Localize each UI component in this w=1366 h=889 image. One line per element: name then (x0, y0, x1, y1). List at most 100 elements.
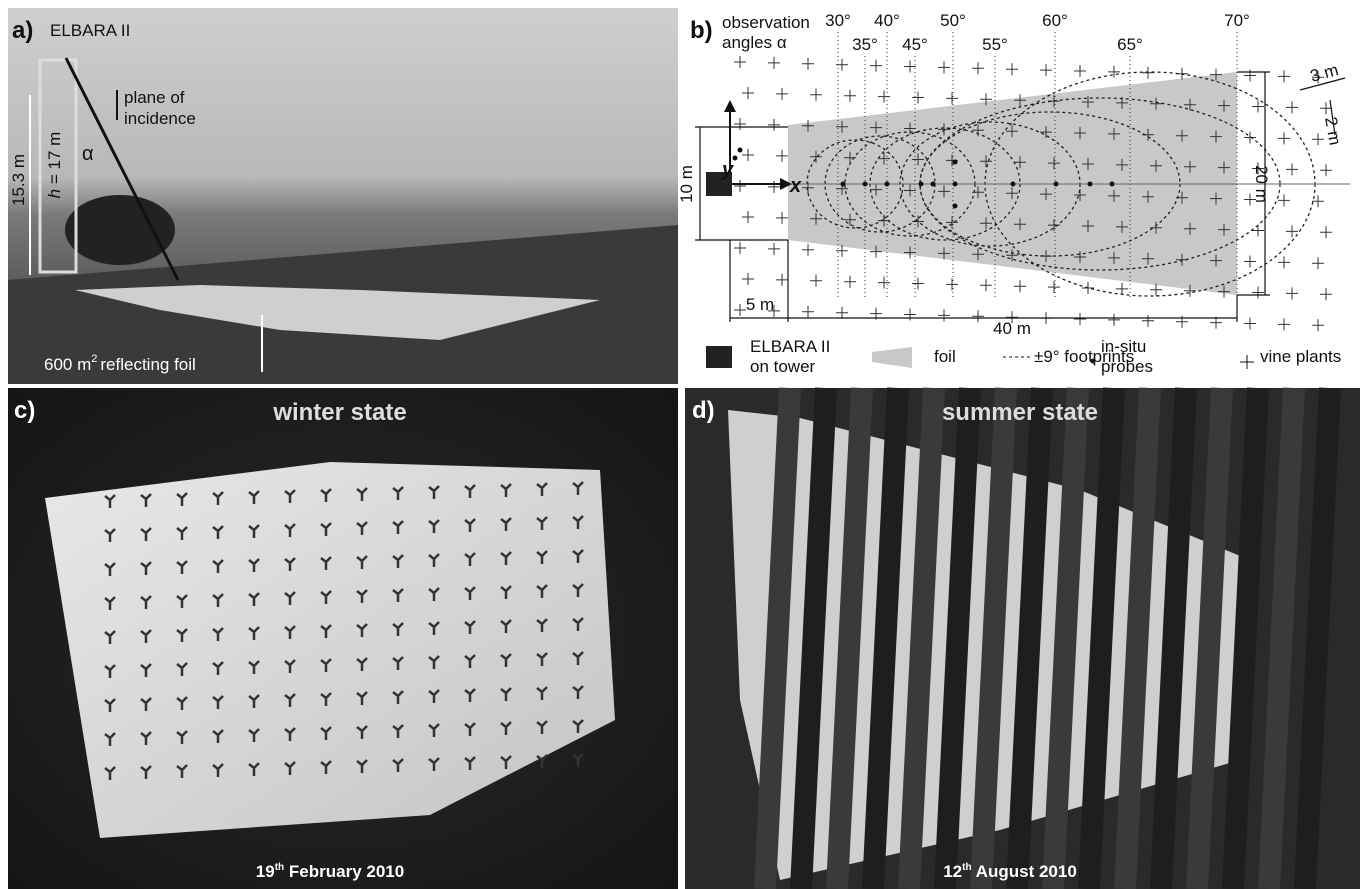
vine-plus (1040, 64, 1052, 76)
vine-plus (776, 150, 788, 162)
legend-foil (872, 347, 912, 368)
legend-text: probes (1101, 357, 1153, 376)
vine-plus (912, 278, 924, 290)
vine-plus (734, 180, 746, 192)
dimension-label: 3 m (1308, 60, 1340, 86)
panel-label: d) (692, 397, 715, 424)
value: = 17 m (45, 132, 64, 189)
vine-plus (844, 90, 856, 102)
vine-plus (972, 310, 984, 322)
superscript: 2 (91, 353, 97, 365)
axis-label: y (721, 159, 734, 181)
vine-plus (776, 88, 788, 100)
vine-plus (836, 307, 848, 319)
legend-dot (1091, 359, 1096, 364)
angle-label: 35° (852, 35, 878, 54)
vine-plus (734, 118, 746, 130)
vine-plus (1006, 63, 1018, 75)
vine-plus (946, 92, 958, 104)
legend-text: in-situ (1101, 337, 1146, 356)
vine-plus (938, 309, 950, 321)
vine-plus (768, 243, 780, 255)
vine-plus (776, 274, 788, 286)
vine-plus (1014, 280, 1026, 292)
vine-plus (1278, 318, 1290, 330)
angle-label: 65° (1117, 35, 1143, 54)
vine-plus (1278, 70, 1290, 82)
panel-label: b) (690, 17, 713, 44)
dimension-label: 2 m (1321, 115, 1345, 146)
dimension-label: 20 m (1252, 165, 1271, 203)
vine-plus (810, 89, 822, 101)
vine-plus (946, 278, 958, 290)
panel-title: winter state (272, 399, 406, 426)
vine-plus (1244, 318, 1256, 330)
vine-plus (878, 91, 890, 103)
vine-plus (1286, 163, 1298, 175)
legend-plus (1240, 355, 1254, 369)
text: 12 (943, 862, 962, 881)
vine-plus (768, 57, 780, 69)
vine-plus (1142, 315, 1154, 327)
angle-label: 50° (940, 11, 966, 30)
vine-plus (734, 304, 746, 316)
legend-text: ELBARA II (750, 337, 830, 356)
panel-d: d) summer state 12th August 2010 (685, 388, 1360, 889)
angle-label: 70° (1224, 11, 1250, 30)
vine-plus (904, 61, 916, 73)
superscript: th (275, 862, 284, 873)
vine-plus (1244, 132, 1256, 144)
angle-label: 30° (825, 11, 851, 30)
angle-label: 55° (982, 35, 1008, 54)
vine-plus (802, 306, 814, 318)
vine-plus (938, 61, 950, 73)
vine-plus (1286, 101, 1298, 113)
dimension-label: 5 m (746, 295, 774, 314)
vine-plus (1278, 256, 1290, 268)
vine-plus (1252, 225, 1264, 237)
angle-label: 45° (902, 35, 928, 54)
vine-plus (742, 211, 754, 223)
vine-plus (1116, 283, 1128, 295)
legend-tower (706, 346, 732, 368)
vine-plus (734, 56, 746, 68)
vine-plus (802, 244, 814, 256)
heading: angles α (722, 33, 787, 52)
vine-plus (1244, 70, 1256, 82)
vine-plus (1278, 132, 1290, 144)
vine-plus (742, 273, 754, 285)
vine-plus (1108, 314, 1120, 326)
superscript: th (962, 862, 971, 873)
panel-label: a) (12, 17, 33, 44)
text: 19 (256, 862, 275, 881)
legend-text: vine plants (1260, 347, 1341, 366)
annotation: h = 17 m (45, 132, 64, 199)
panel-b: b) observation angles α y x 10 m 5 m 40 … (677, 11, 1350, 376)
annotation: 15.3 m (9, 154, 28, 206)
vine-plus (742, 87, 754, 99)
vine-plus (802, 58, 814, 70)
heading: observation (722, 13, 810, 32)
vine-plus (1150, 284, 1162, 296)
vine-plus (1312, 257, 1324, 269)
symbol: h (45, 189, 64, 198)
panel-c: c) winter state 19th February 2010 (8, 388, 678, 889)
vine-plus (972, 62, 984, 74)
angle-label: 60° (1042, 11, 1068, 30)
vine-plus (1048, 281, 1060, 293)
text: 600 m (44, 355, 91, 374)
text: August 2010 (972, 862, 1077, 881)
vine-plus (768, 181, 780, 193)
vine-plus (734, 242, 746, 254)
annotation: incidence (124, 109, 196, 128)
panel-title: summer state (942, 399, 1098, 426)
vine-plus (776, 212, 788, 224)
vine-plus (1320, 288, 1332, 300)
vine-plus (1142, 67, 1154, 79)
arrowhead (724, 100, 736, 112)
vine-plus (1074, 65, 1086, 77)
vine-plus (810, 275, 822, 287)
legend-text: on tower (750, 357, 816, 376)
vine-plus (844, 276, 856, 288)
